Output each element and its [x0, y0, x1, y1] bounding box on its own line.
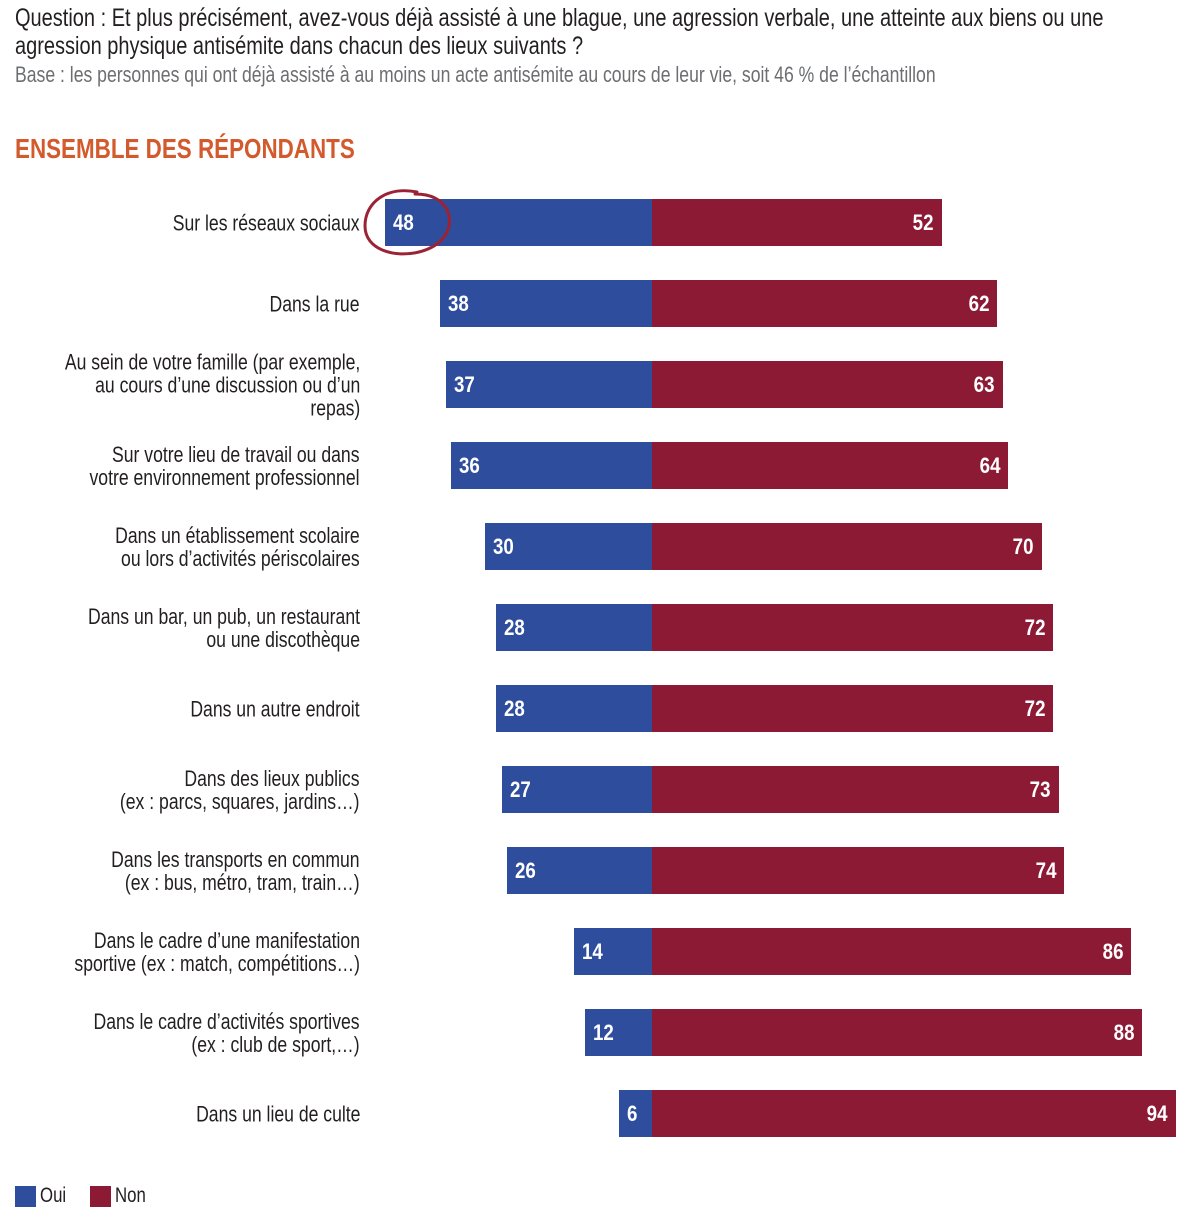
data-label: 70: [1013, 533, 1034, 559]
bar-oui: 26: [507, 847, 652, 894]
category-label: Dans les transports en commun (ex : bus, …: [111, 846, 360, 895]
data-label: 74: [1035, 857, 1057, 883]
chart-row: Dans le cadre d’activités sportives (ex :…: [0, 1009, 1182, 1056]
legend-swatch-oui: [15, 1185, 36, 1207]
data-label: 62: [968, 290, 990, 316]
bar-oui: 28: [496, 604, 652, 651]
data-label: 28: [504, 614, 525, 640]
chart-row: Dans un établissement scolaire ou lors d’…: [0, 523, 1182, 570]
bar-non: 73: [652, 766, 1059, 813]
legend-swatch-non: [90, 1185, 111, 1207]
bar-oui: 12: [585, 1009, 652, 1056]
category-label: Dans le cadre d’activités sportives (ex :…: [93, 1008, 360, 1057]
data-label: 27: [509, 776, 531, 802]
data-label: 52: [912, 209, 934, 235]
bar-non: 74: [652, 847, 1065, 894]
section-title: ENSEMBLE DES RÉPONDANTS: [15, 133, 355, 164]
bar-oui: 37: [445, 361, 652, 408]
base-subtitle: Base : les personnes qui ont déjà assist…: [15, 62, 936, 87]
bar-oui: 38: [440, 280, 652, 327]
bar-non: 62: [652, 280, 998, 327]
data-label: 72: [1024, 695, 1046, 721]
data-label: 37: [453, 371, 475, 397]
chart-row: Au sein de votre famille (par exemple, au…: [0, 350, 1182, 419]
chart-row: Dans les transports en commun (ex : bus, …: [0, 847, 1182, 894]
bar-oui: 27: [501, 766, 652, 813]
category-label: Dans un établissement scolaire ou lors d’…: [115, 522, 360, 571]
bar-oui: 14: [574, 928, 652, 975]
bar-oui: 6: [618, 1090, 652, 1137]
category-label: Dans des lieux publics (ex : parcs, squar…: [120, 765, 360, 814]
bar-non: 86: [652, 928, 1132, 975]
data-label: 63: [974, 371, 995, 397]
data-label: 38: [448, 290, 470, 316]
data-label: 94: [1146, 1100, 1168, 1126]
bar-oui: 30: [484, 523, 652, 570]
bar-non: 72: [652, 604, 1054, 651]
data-label: 14: [582, 938, 603, 964]
bar-non: 72: [652, 685, 1054, 732]
data-label: 86: [1102, 938, 1124, 964]
legend-label: Non: [115, 1184, 146, 1207]
question-title: Question : Et plus précisément, avez-vou…: [15, 4, 1104, 60]
data-label: 88: [1113, 1019, 1135, 1045]
bar-non: 63: [652, 361, 1003, 408]
category-label: Sur les réseaux sociaux: [173, 210, 360, 235]
bar-non: 64: [652, 442, 1009, 489]
data-label: 73: [1029, 776, 1051, 802]
legend-item-oui: Oui: [15, 1184, 73, 1208]
chart-row: Dans un lieu de culte 6 94: [0, 1090, 1182, 1137]
category-label: Dans un lieu de culte: [195, 1101, 360, 1126]
chart-row: Sur les réseaux sociaux 48 52: [0, 199, 1182, 246]
chart-row: Sur votre lieu de travail ou dans votre e…: [0, 442, 1182, 489]
category-label: Dans un bar, un pub, un restaurant ou une…: [87, 603, 360, 652]
category-label: Au sein de votre famille (par exemple, au…: [64, 349, 361, 420]
data-label: 6: [626, 1100, 637, 1126]
data-label: 28: [504, 695, 525, 721]
data-label: 12: [593, 1019, 614, 1045]
data-label: 48: [392, 209, 414, 235]
data-label: 64: [979, 452, 1001, 478]
data-label: 72: [1024, 614, 1046, 640]
bar-non: 88: [652, 1009, 1143, 1056]
chart-row: Dans des lieux publics (ex : parcs, squar…: [0, 766, 1182, 813]
data-label: 36: [459, 452, 481, 478]
bar-non: 94: [652, 1090, 1176, 1137]
category-label: Dans le cadre d’une manifestation sportiv…: [74, 927, 360, 976]
category-label: Dans un autre endroit: [190, 696, 360, 721]
data-label: 30: [492, 533, 514, 559]
data-label: 26: [515, 857, 536, 883]
highlight-circle: [363, 189, 451, 256]
bar-oui: 36: [451, 442, 652, 489]
legend-item-non: Non: [90, 1184, 154, 1208]
category-label: Dans la rue: [269, 291, 360, 316]
chart-row: Dans un bar, un pub, un restaurant ou une…: [0, 604, 1182, 651]
chart-row: Dans un autre endroit 28 72: [0, 685, 1182, 732]
chart-row: Dans le cadre d’une manifestation sportiv…: [0, 928, 1182, 975]
legend-label: Oui: [40, 1184, 67, 1207]
bar-oui: 48: [384, 199, 652, 246]
bar-non: 52: [652, 199, 942, 246]
category-label: Sur votre lieu de travail ou dans votre e…: [89, 441, 360, 490]
chart-row: Dans la rue 38 62: [0, 280, 1182, 327]
bar-oui: 28: [496, 685, 652, 732]
bar-non: 70: [652, 523, 1042, 570]
